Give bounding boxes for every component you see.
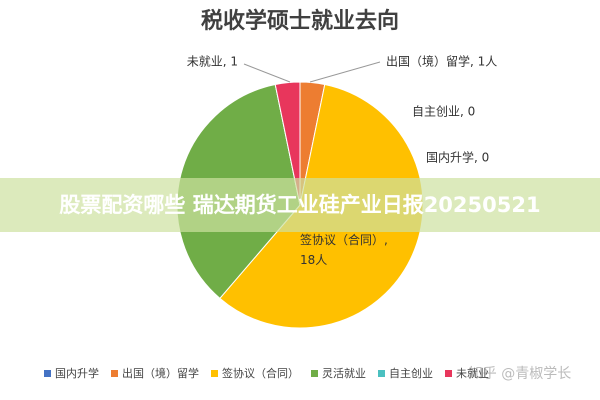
banner-text: 股票配资哪些 瑞达期货工业硅产业日报20250521 (59, 193, 540, 217)
data-label: 签协议（合同）, 18人 (300, 233, 388, 267)
data-label: 自主创业, 0 (412, 105, 475, 119)
data-label: 国内升学, 0 (426, 150, 489, 165)
leader-line (309, 61, 381, 83)
legend-label: 灵活就业 (322, 366, 366, 380)
legend-label: 自主创业 (389, 367, 433, 380)
legend-swatch (44, 370, 51, 377)
legend-label: 国内升学 (55, 366, 99, 380)
data-label: 出国（境）留学, 1人 (386, 54, 497, 69)
legend-swatch (111, 370, 118, 377)
legend: 国内升学 出国（境）留学 签协议（合同） 灵活就业 自主创业 未就业 (44, 366, 489, 380)
legend-label: 出国（境）留学 (122, 366, 199, 380)
legend-swatch (211, 370, 218, 377)
legend-swatch (445, 370, 452, 377)
pie-slice (274, 81, 301, 206)
legend-swatch (378, 370, 385, 377)
legend-label: 签协议（合同） (222, 366, 299, 380)
legend-swatch (311, 370, 318, 377)
leader-line (243, 63, 291, 83)
data-label: 未就业, 1 (187, 55, 238, 69)
chart-title: 税收学硕士就业去向 (201, 8, 399, 34)
legend-label: 未就业 (456, 366, 489, 380)
watermark: 知乎 @青椒学长 (469, 365, 571, 382)
data-label-box: 签协议（合同）, 18人 (300, 233, 388, 267)
banner-band (0, 178, 600, 232)
